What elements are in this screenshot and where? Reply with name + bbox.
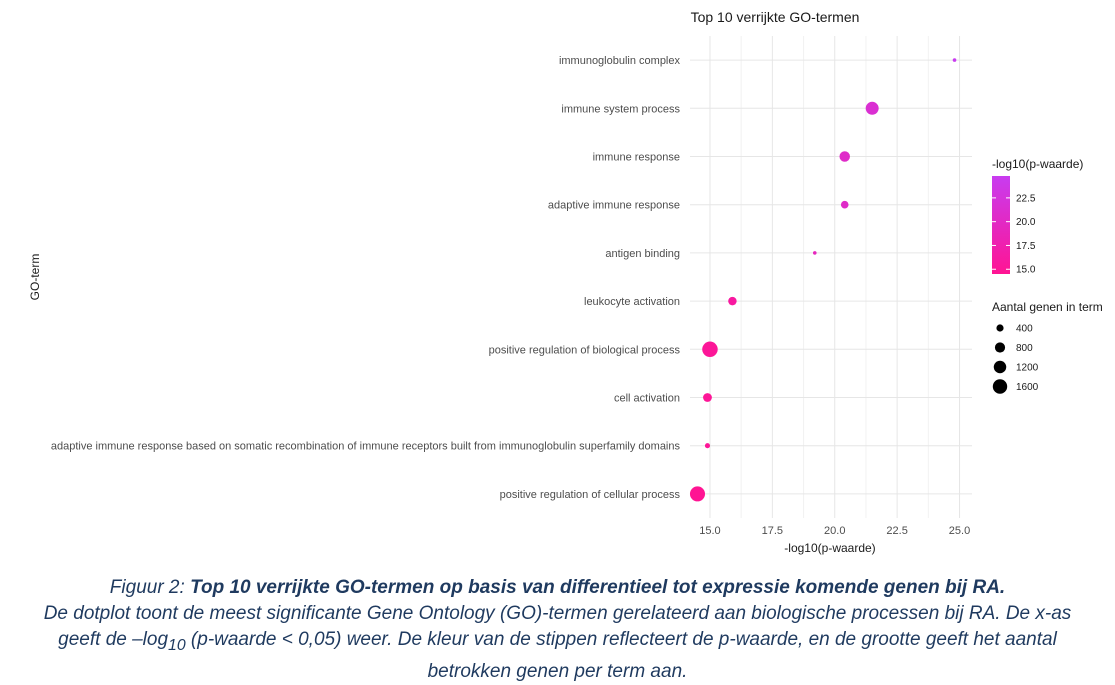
grid-lines xyxy=(690,36,972,518)
caption-text-1: De dotplot toont de meest significante G… xyxy=(43,603,1072,650)
size-legend-title: Aantal genen in term xyxy=(992,300,1103,314)
size-legend-dot xyxy=(994,342,1006,353)
data-point xyxy=(689,486,706,502)
color-legend-label: 22.5 xyxy=(1016,193,1036,204)
color-legend-title: -log10(p-waarde) xyxy=(992,157,1083,171)
x-tick-label: 20.0 xyxy=(824,525,845,537)
size-legend-dot xyxy=(993,360,1007,374)
caption-label: Figuur 2: xyxy=(109,577,191,598)
y-tick-label: leukocyte activation xyxy=(584,296,680,308)
color-legend-ticks: 15.0 17.5 20.0 22.5 xyxy=(992,193,1036,276)
y-tick-label: positive regulation of cellular process xyxy=(500,489,681,501)
color-legend: -log10(p-waarde) 15.0 17.5 20.0 22.5 xyxy=(992,157,1083,276)
caption-text-2: (p-waarde < 0,05) weer. De kleur van de … xyxy=(185,629,1057,682)
x-tick-label: 22.5 xyxy=(886,525,907,537)
x-tick-label: 17.5 xyxy=(762,525,783,537)
y-tick-label: immune response xyxy=(593,152,680,164)
caption-title: Top 10 verrijkte GO-termen op basis van … xyxy=(190,577,1006,598)
size-legend-label: 1600 xyxy=(1016,382,1039,393)
x-tick-label: 25.0 xyxy=(949,525,970,537)
data-point xyxy=(728,296,737,306)
size-legend-dot xyxy=(992,379,1008,394)
go-dotplot: Top 10 verrijkte GO-termen immunoglobuli… xyxy=(28,9,1103,555)
color-legend-label: 15.0 xyxy=(1016,265,1036,276)
data-point xyxy=(839,151,850,162)
data-point xyxy=(702,341,718,358)
data-point xyxy=(952,58,957,62)
caption-subscript: 10 xyxy=(168,636,186,654)
y-tick-label: positive regulation of biological proces… xyxy=(489,344,681,356)
y-tick-label: antigen binding xyxy=(605,248,680,260)
figure-caption: Figuur 2: Top 10 verrijkte GO-termen op … xyxy=(20,575,1095,685)
x-axis-title: -log10(p-waarde) xyxy=(784,541,875,555)
data-point xyxy=(812,251,817,255)
y-tick-labels: immunoglobulin complex immune system proc… xyxy=(51,55,681,501)
size-legend-label: 400 xyxy=(1016,324,1033,335)
y-tick-label: adaptive immune response based on somati… xyxy=(51,441,681,453)
color-legend-bar xyxy=(992,176,1010,274)
y-tick-label: immunoglobulin complex xyxy=(559,55,681,67)
data-point xyxy=(703,393,712,402)
y-tick-label: adaptive immune response xyxy=(548,200,680,212)
x-tick-label: 15.0 xyxy=(699,525,720,537)
data-points xyxy=(689,58,957,502)
y-axis-title: GO-term xyxy=(28,254,42,301)
y-tick-label: cell activation xyxy=(614,393,680,405)
x-tick-labels: 15.0 17.5 20.0 22.5 25.0 xyxy=(699,525,970,537)
y-tick-label: immune system process xyxy=(561,103,680,115)
size-legend: Aantal genen in term 400 800 1200 1600 xyxy=(992,300,1103,394)
size-legend-dot xyxy=(996,324,1004,332)
data-point xyxy=(840,200,849,209)
data-point xyxy=(865,101,879,115)
chart-title: Top 10 verrijkte GO-termen xyxy=(691,9,860,25)
color-legend-label: 20.0 xyxy=(1016,217,1036,228)
size-legend-items: 400 800 1200 1600 xyxy=(992,324,1039,394)
size-legend-label: 1200 xyxy=(1016,363,1039,374)
size-legend-label: 800 xyxy=(1016,343,1033,354)
data-point xyxy=(704,443,711,449)
color-legend-label: 17.5 xyxy=(1016,241,1036,252)
